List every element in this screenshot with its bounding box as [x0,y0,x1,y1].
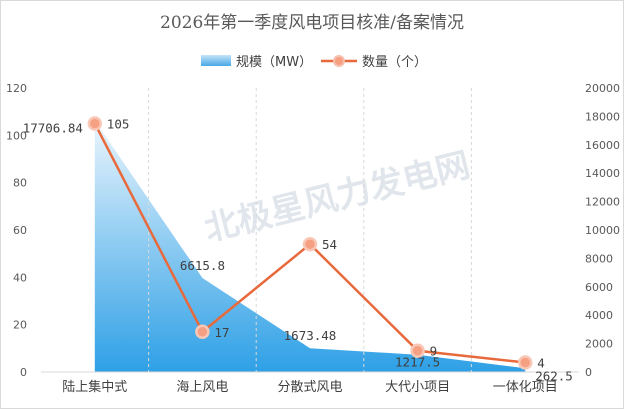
line-data-label: 17 [214,325,229,340]
legend-line-label: 数量（个） [362,55,427,70]
x-axis-category-label: 一体化项目 [493,380,558,395]
right-axis-tick-label: 4000 [585,309,613,322]
area-data-label: 6615.8 [180,258,225,273]
line-series-marker [87,116,103,131]
right-axis-tick-label: 16000 [585,139,620,152]
chart-title: 2026年第一季度风电项目核准/备案情况 [160,13,464,33]
left-axis-tick-label: 100 [6,129,27,142]
left-axis-tick-label: 120 [6,82,27,95]
right-axis-tick-label: 6000 [585,281,613,294]
x-axis-category-label: 陆上集中式 [62,379,127,395]
line-series-marker [302,236,318,252]
right-axis-tick-label: 0 [585,366,592,379]
right-axis-tick-label: 12000 [585,196,620,209]
line-series-marker [410,343,425,358]
left-axis-tick-label: 20 [13,319,27,332]
watermark: 北极星风力发电网 [201,145,475,250]
left-axis-tick-label: 80 [13,177,27,190]
left-axis-tick-label: 0 [20,366,27,379]
x-axis-category-label: 大代小项目 [385,380,450,395]
left-axis-tick-label: 60 [13,224,27,237]
legend: 规模（MW） 数量（个） [201,55,427,70]
area-data-label: 1217.5 [395,355,440,370]
line-data-label: 4 [537,356,545,371]
line-data-label: 54 [322,237,337,252]
line-data-label: 9 [430,344,438,359]
watermark-text: 北极星风力发电网 [201,145,475,250]
line-data-label: 105 [107,117,130,132]
line-series-marker [517,355,533,370]
line-series-marker [195,324,210,340]
right-axis-tick-label: 8000 [585,252,613,265]
legend-line-marker [333,55,345,67]
right-axis-tick-label: 2000 [585,338,613,351]
right-axis-tick-label: 20000 [585,82,620,95]
legend-area-label: 规模（MW） [236,55,312,70]
x-axis-category-label: 海上风电 [176,380,228,395]
area-series-shape [94,120,526,373]
area-data-label: 17706.84 [23,121,83,136]
x-axis-category-label: 分散式风电 [277,380,342,395]
left-axis-tick-label: 40 [13,271,27,284]
right-axis-tick-label: 14000 [585,167,620,180]
right-axis-tick-label: 10000 [585,224,620,237]
area-data-label: 1673.48 [284,328,337,343]
legend-area-swatch [201,55,231,66]
area-data-label: 262.5 [535,368,573,383]
right-axis-tick-label: 18000 [585,110,620,123]
